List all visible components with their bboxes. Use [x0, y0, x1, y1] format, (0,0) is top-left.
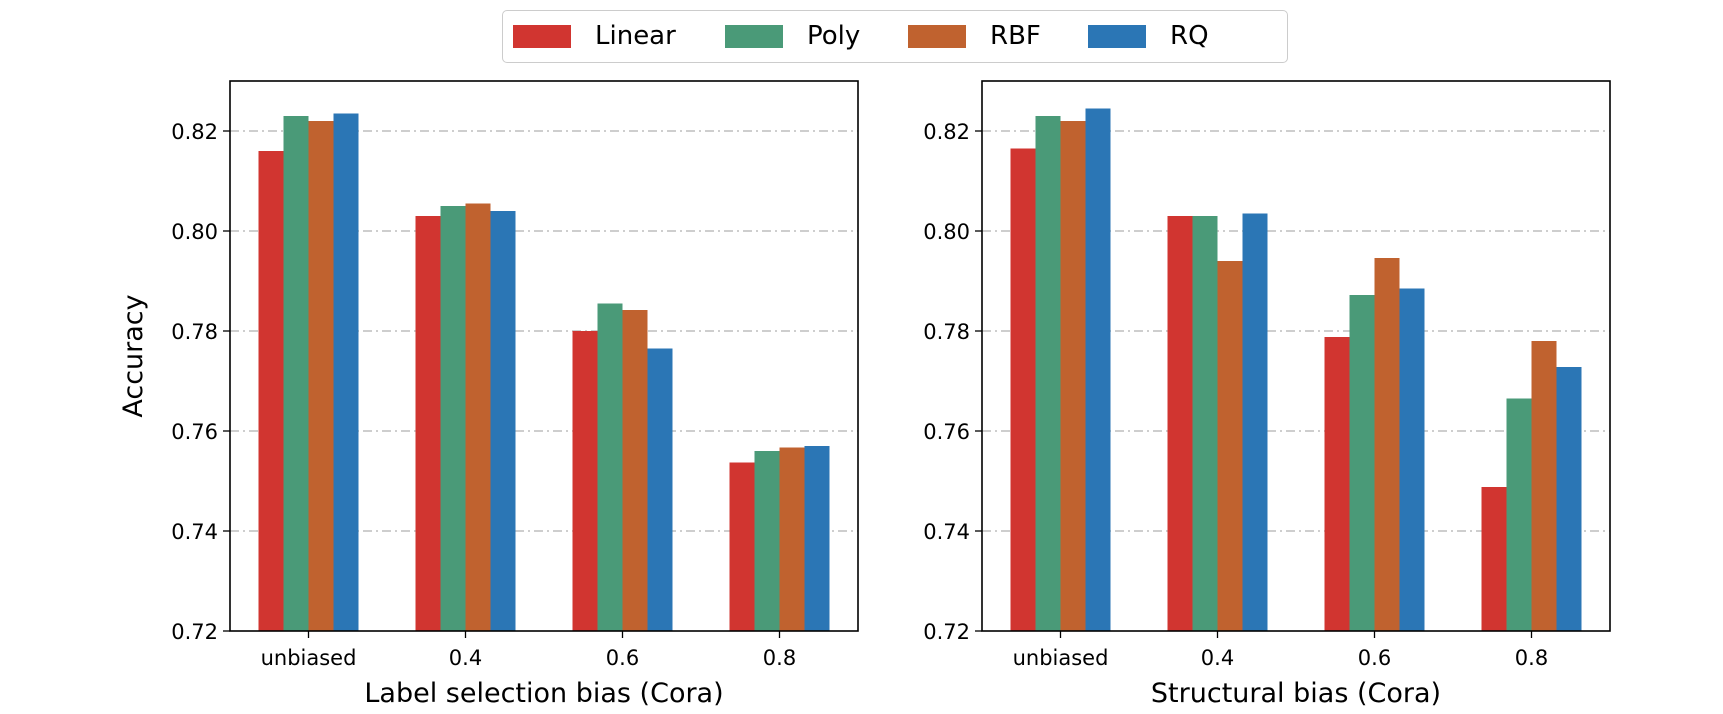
legend-item-rq: RQ: [1088, 21, 1209, 51]
right-y-tick-label: 0.74: [923, 520, 970, 544]
left-bar-rbf: [622, 310, 648, 631]
left-bar-poly: [597, 303, 623, 631]
right-y-tick-label: 0.78: [923, 320, 970, 344]
left-bar-poly: [283, 116, 309, 631]
left-x-tick-label: 0.8: [763, 646, 796, 670]
right-bar-rbf: [1217, 261, 1243, 631]
right-bar-rq: [1556, 367, 1582, 631]
legend-label-rbf: RBF: [990, 21, 1041, 51]
left-bar-rq: [333, 113, 359, 631]
left-axes-frame: [229, 80, 859, 632]
left-y-axis-label: Accuracy: [118, 294, 149, 417]
left-bar-rbf: [779, 447, 805, 631]
left-x-axis-label: Label selection bias (Cora): [364, 678, 723, 709]
right-bar-linear: [1010, 148, 1036, 631]
right-x-tick-label: 0.6: [1358, 646, 1391, 670]
right-x-tick-label: 0.4: [1201, 646, 1234, 670]
left-x-tick-label: 0.4: [449, 646, 482, 670]
right-bar-poly: [1192, 216, 1218, 631]
left-bar-linear: [729, 462, 755, 631]
right-x-axis-label: Structural bias (Cora): [1151, 678, 1441, 709]
legend-swatch-poly: [725, 24, 783, 48]
right-bar-linear: [1324, 337, 1350, 631]
legend-swatch-linear: [513, 24, 571, 48]
left-bar-linear: [572, 331, 598, 631]
right-bar-rbf: [1531, 341, 1557, 631]
left-y-tick-label: 0.76: [171, 420, 218, 444]
right-axes-frame: [981, 80, 1611, 632]
right-bar-rq: [1399, 288, 1425, 631]
left-bar-poly: [440, 206, 466, 631]
left-bar-linear: [258, 151, 284, 631]
left-bar-rq: [804, 446, 830, 631]
right-bar-rbf: [1374, 258, 1400, 631]
right-y-tick-label: 0.82: [923, 120, 970, 144]
left-bar-poly: [754, 451, 780, 631]
legend-item-linear: Linear: [513, 21, 676, 51]
left-x-tick-label: unbiased: [261, 646, 357, 670]
left-y-tick-label: 0.78: [171, 320, 218, 344]
legend-label-rq: RQ: [1170, 21, 1209, 51]
right-bar-linear: [1481, 487, 1507, 631]
legend-label-poly: Poly: [807, 21, 861, 51]
right-y-tick-label: 0.76: [923, 420, 970, 444]
left-bar-rq: [490, 211, 516, 631]
legend-label-linear: Linear: [595, 21, 676, 51]
right-bar-rq: [1085, 108, 1111, 631]
right-bar-rbf: [1060, 121, 1086, 631]
left-bar-rq: [647, 348, 673, 631]
right-y-tick-label: 0.80: [923, 220, 970, 244]
left-x-tick-label: 0.6: [606, 646, 639, 670]
right-bar-poly: [1035, 116, 1061, 631]
left-y-tick-label: 0.74: [171, 520, 218, 544]
right-x-tick-label: unbiased: [1013, 646, 1109, 670]
legend: Linear Poly RBF RQ: [502, 10, 1288, 63]
left-y-tick-label: 0.80: [171, 220, 218, 244]
left-y-tick-label: 0.82: [171, 120, 218, 144]
legend-item-poly: Poly: [725, 21, 861, 51]
left-bar-rbf: [308, 121, 334, 631]
legend-item-rbf: RBF: [908, 21, 1041, 51]
legend-swatch-rbf: [908, 24, 966, 48]
right-bar-poly: [1349, 295, 1375, 631]
left-y-tick-label: 0.72: [171, 620, 218, 644]
right-y-tick-label: 0.72: [923, 620, 970, 644]
legend-swatch-rq: [1088, 24, 1146, 48]
right-bar-linear: [1167, 216, 1193, 631]
right-bar-rq: [1242, 213, 1268, 631]
right-bar-poly: [1506, 398, 1532, 631]
left-bar-linear: [415, 216, 441, 631]
left-bar-rbf: [465, 203, 491, 631]
right-x-tick-label: 0.8: [1515, 646, 1548, 670]
